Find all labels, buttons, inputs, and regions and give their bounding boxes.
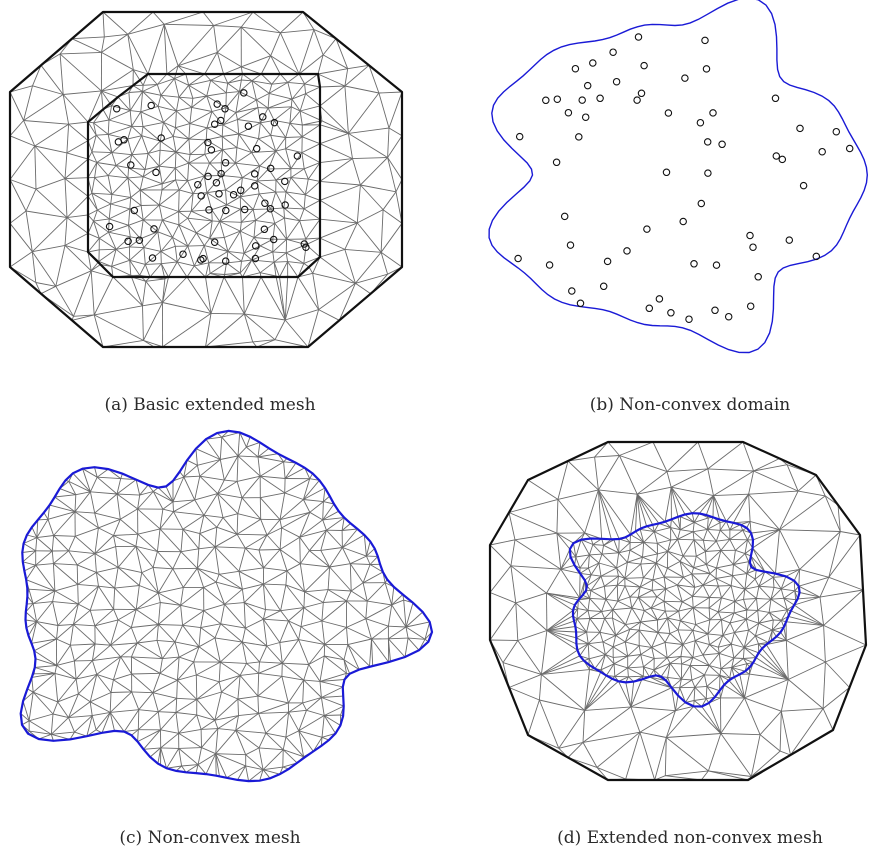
non-convex-domain-diagram — [485, 0, 869, 350]
mesh-edges — [21, 431, 432, 781]
caption-a: (a) Basic extended mesh — [60, 395, 360, 415]
mesh-edges — [490, 442, 866, 780]
sample-points — [515, 34, 853, 323]
extended-non-convex-mesh-diagram — [488, 440, 868, 785]
panel-a — [8, 12, 403, 352]
domain-boundary — [489, 0, 867, 353]
non-convex-mesh-diagram — [8, 440, 408, 785]
caption-b: (b) Non-convex domain — [545, 395, 835, 415]
caption-d: (d) Extended non-convex mesh — [530, 828, 850, 848]
panel-b — [485, 0, 869, 350]
caption-c: (c) Non-convex mesh — [60, 828, 360, 848]
basic-extended-mesh-diagram — [8, 12, 403, 352]
panel-d — [488, 440, 868, 785]
panel-c — [8, 440, 408, 785]
